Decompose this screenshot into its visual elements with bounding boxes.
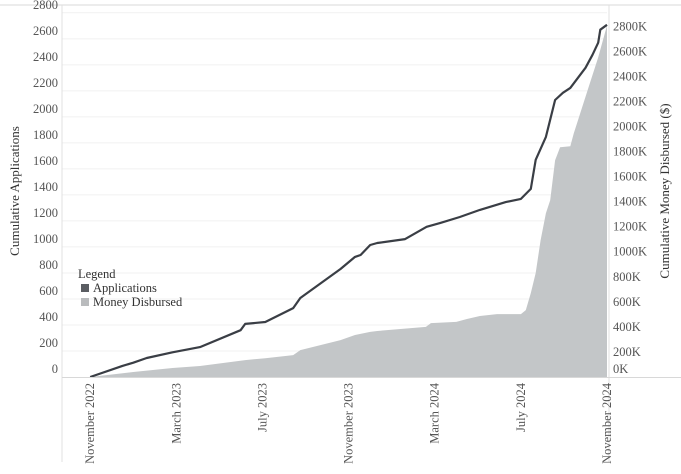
y-left-tick-label: 1600 xyxy=(33,154,58,168)
x-tick-label: November 2024 xyxy=(600,382,614,464)
y-left-tick-label: 1000 xyxy=(33,232,58,246)
y-left-tick-label: 600 xyxy=(39,284,58,298)
applications-line xyxy=(89,23,608,379)
y-left-tick-label: 1200 xyxy=(33,206,58,220)
x-tick-label: July 2024 xyxy=(514,382,528,432)
y-left-axis-title: Cumulative Applications xyxy=(7,126,22,256)
legend-swatch-applications xyxy=(81,284,89,292)
y-left-tick-label: 0 xyxy=(52,362,58,376)
x-tick-label: March 2023 xyxy=(169,383,183,444)
y-right-tick-label: 1000K xyxy=(613,245,647,259)
y-right-tick-label: 2400K xyxy=(613,69,647,83)
legend-label-applications: Applications xyxy=(93,281,157,295)
y-right-tick-label: 2800K xyxy=(613,19,647,33)
legend: Legend Applications Money Disbursed xyxy=(78,267,183,309)
y-left-tick-label: 2600 xyxy=(33,24,58,38)
y-right-tick-label: 200K xyxy=(613,345,641,359)
y-right-tick-label: 1800K xyxy=(613,145,647,159)
y-right-tick-label: 1200K xyxy=(613,220,647,234)
tick-labels: 0 200 400 600 800 1000 1200 1400 1600 1800 2000 220… xyxy=(33,0,647,464)
applications-line-layer xyxy=(89,23,608,379)
y-right-tick-label: 0K xyxy=(613,362,628,376)
y-right-tick-label: 2000K xyxy=(613,119,647,133)
x-tick-label: November 2022 xyxy=(83,383,97,464)
y-left-tick-label: 800 xyxy=(39,258,58,272)
legend-label-money: Money Disbursed xyxy=(93,295,183,309)
y-right-tick-label: 2200K xyxy=(613,94,647,108)
money-area-layer xyxy=(90,25,607,378)
y-left-tick-label: 400 xyxy=(39,310,58,324)
y-right-tick-label: 800K xyxy=(613,270,641,284)
gridlines xyxy=(62,12,607,352)
y-right-tick-label: 2600K xyxy=(613,44,647,58)
y-left-tick-label: 1400 xyxy=(33,180,58,194)
axes xyxy=(0,4,681,462)
y-left-tick-label: 2200 xyxy=(33,76,58,90)
x-tick-label: March 2024 xyxy=(428,382,442,443)
y-right-tick-label: 400K xyxy=(613,320,641,334)
y-left-tick-label: 2400 xyxy=(33,50,58,64)
money-disbursed-area xyxy=(90,25,607,378)
y-left-tick-label: 200 xyxy=(39,336,58,350)
y-left-tick-label: 2800 xyxy=(33,0,58,12)
y-right-tick-label: 1400K xyxy=(613,195,647,209)
y-right-tick-label: 1600K xyxy=(613,170,647,184)
y-left-tick-label: 1800 xyxy=(33,128,58,142)
x-tick-label: July 2023 xyxy=(255,383,269,432)
y-left-tick-label: 2000 xyxy=(33,102,58,116)
y-right-tick-label: 600K xyxy=(613,295,641,309)
legend-swatch-money xyxy=(81,298,89,306)
y-right-axis-title: Cumulative Money Disbursed ($) xyxy=(657,103,672,278)
x-tick-label: November 2023 xyxy=(342,383,356,464)
legend-title: Legend xyxy=(78,267,116,281)
